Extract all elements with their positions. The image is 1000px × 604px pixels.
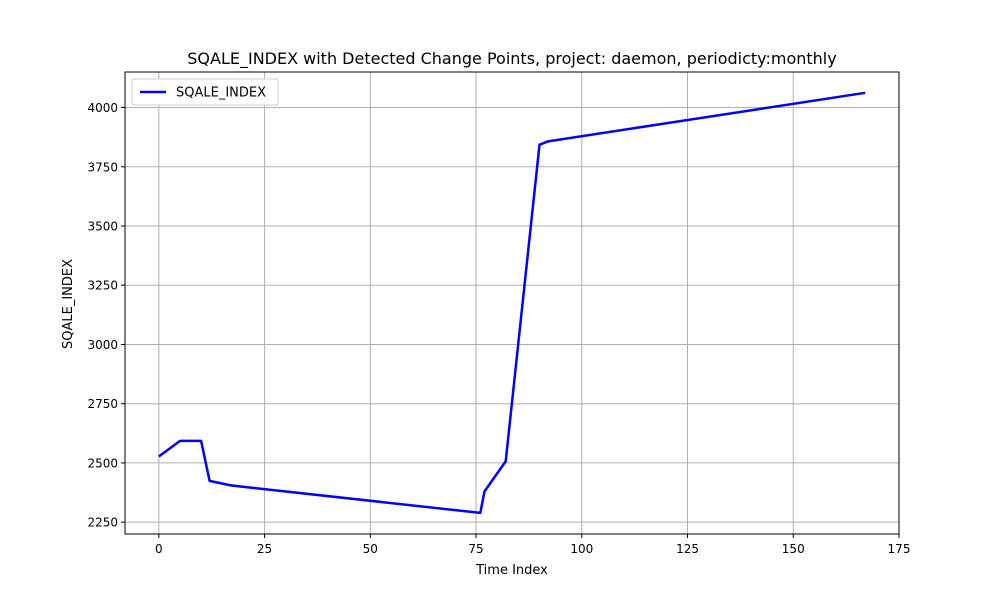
x-tick-label: 125 bbox=[676, 542, 699, 556]
y-tick-label: 2750 bbox=[87, 397, 118, 411]
y-tick-label: 3500 bbox=[87, 220, 118, 234]
legend-label-sqale-index: SQALE_INDEX bbox=[176, 86, 266, 101]
y-tick-label: 4000 bbox=[87, 101, 118, 115]
legend-box bbox=[131, 78, 279, 106]
x-tick-label: 25 bbox=[257, 542, 272, 556]
x-tick-label: 100 bbox=[570, 542, 593, 556]
y-tick-label: 3000 bbox=[87, 338, 118, 352]
chart-title: SQALE_INDEX with Detected Change Points,… bbox=[187, 49, 836, 69]
y-axis-label: SQALE_INDEX bbox=[61, 259, 76, 349]
y-tick-label: 3750 bbox=[87, 160, 118, 174]
plot-frame bbox=[124, 71, 900, 535]
x-tick-label: 0 bbox=[155, 542, 163, 556]
y-tick-label: 2500 bbox=[87, 456, 118, 470]
series-line-sqale-index bbox=[158, 91, 866, 515]
y-axis-ticks: 2250 2500 2750 3000 3250 3500 3750 4000 bbox=[87, 101, 125, 530]
y-tick-label: 2250 bbox=[87, 516, 118, 530]
x-tick-label: 75 bbox=[468, 542, 483, 556]
x-axis-ticks: 0 25 50 75 100 125 150 175 bbox=[155, 534, 910, 556]
x-tick-label: 150 bbox=[782, 542, 805, 556]
x-tick-label: 50 bbox=[363, 542, 378, 556]
series-layer bbox=[158, 91, 866, 515]
y-tick-label: 3250 bbox=[87, 279, 118, 293]
x-tick-label: 175 bbox=[888, 542, 911, 556]
x-axis-label: Time Index bbox=[475, 563, 548, 578]
legend: SQALE_INDEX bbox=[131, 78, 279, 106]
